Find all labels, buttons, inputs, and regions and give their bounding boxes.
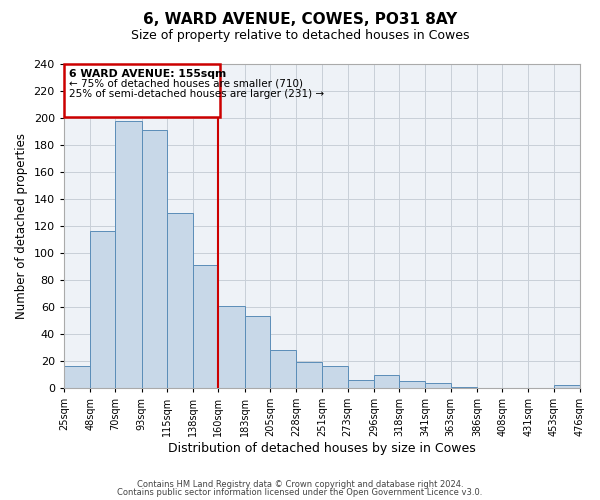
Text: ← 75% of detached houses are smaller (710): ← 75% of detached houses are smaller (71… bbox=[69, 78, 303, 88]
Bar bbox=[270, 350, 296, 388]
Bar bbox=[64, 366, 90, 388]
Bar bbox=[115, 120, 142, 388]
Bar bbox=[193, 265, 218, 388]
Bar bbox=[425, 382, 451, 388]
FancyBboxPatch shape bbox=[64, 64, 220, 118]
Bar bbox=[218, 306, 245, 388]
Bar bbox=[399, 382, 425, 388]
Bar bbox=[142, 130, 167, 388]
Text: 6 WARD AVENUE: 155sqm: 6 WARD AVENUE: 155sqm bbox=[69, 69, 226, 79]
Text: Contains public sector information licensed under the Open Government Licence v3: Contains public sector information licen… bbox=[118, 488, 482, 497]
Bar bbox=[90, 232, 115, 388]
Text: 25% of semi-detached houses are larger (231) →: 25% of semi-detached houses are larger (… bbox=[69, 88, 324, 99]
Y-axis label: Number of detached properties: Number of detached properties bbox=[15, 133, 28, 319]
Bar bbox=[347, 380, 374, 388]
Bar bbox=[554, 386, 580, 388]
Text: Contains HM Land Registry data © Crown copyright and database right 2024.: Contains HM Land Registry data © Crown c… bbox=[137, 480, 463, 489]
X-axis label: Distribution of detached houses by size in Cowes: Distribution of detached houses by size … bbox=[168, 442, 476, 455]
Text: 6, WARD AVENUE, COWES, PO31 8AY: 6, WARD AVENUE, COWES, PO31 8AY bbox=[143, 12, 457, 28]
Bar bbox=[374, 374, 399, 388]
Bar bbox=[322, 366, 347, 388]
Text: Size of property relative to detached houses in Cowes: Size of property relative to detached ho… bbox=[131, 29, 469, 42]
Bar bbox=[167, 212, 193, 388]
Bar bbox=[245, 316, 270, 388]
Bar bbox=[296, 362, 322, 388]
Bar bbox=[451, 386, 477, 388]
